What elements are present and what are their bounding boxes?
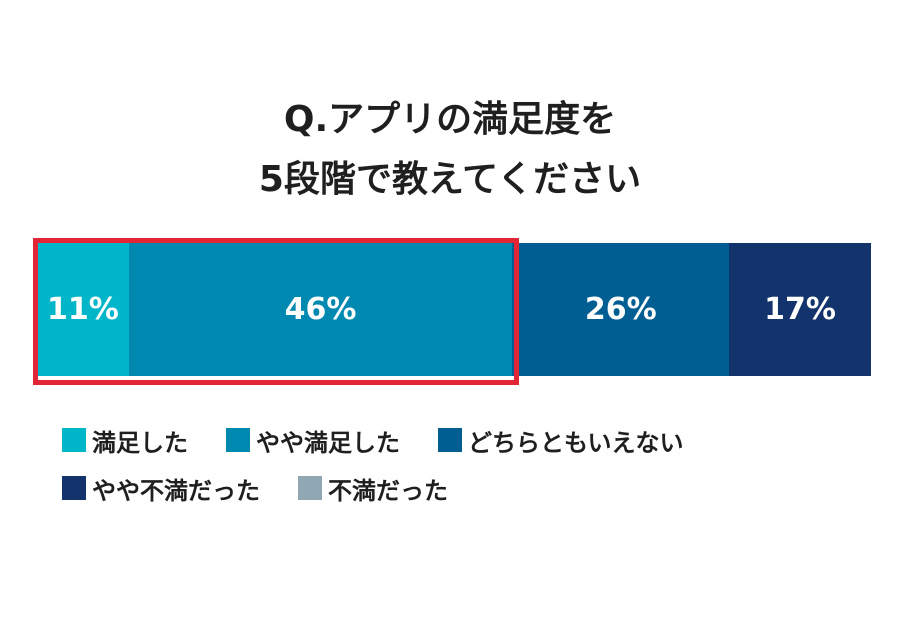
bar-segment-label: 17% <box>764 292 836 327</box>
legend-item: やや不満だった <box>62 471 260 506</box>
legend-item: やや満足した <box>226 423 400 458</box>
legend-label: 不満だった <box>328 476 448 505</box>
bar-segment-label: 46% <box>284 292 357 327</box>
legend: 満足した やや満足した どちらともいえない やや不満だった 不満だった <box>62 418 862 514</box>
bar-segment-label: 11% <box>46 292 119 327</box>
legend-label: どちらともいえない <box>468 428 684 457</box>
stacked-bar: 11% 46% 26% 17% <box>37 243 871 376</box>
legend-swatch <box>438 428 462 452</box>
legend-swatch <box>62 428 86 452</box>
title-line-2: 5段階で教えてください <box>258 159 642 200</box>
legend-item: 不満だった <box>298 471 448 506</box>
bar-segment-3: 26% <box>512 243 730 376</box>
legend-item: どちらともいえない <box>438 423 684 458</box>
bar-segment-4: 17% <box>729 243 871 376</box>
legend-label: やや不満だった <box>92 476 260 505</box>
legend-item: 満足した <box>62 423 188 458</box>
legend-row-2: やや不満だった 不満だった <box>62 466 862 510</box>
legend-swatch <box>62 476 86 500</box>
legend-swatch <box>298 476 322 500</box>
legend-label: やや満足した <box>256 428 400 457</box>
title-line-1: Q.アプリの満足度を <box>283 99 617 140</box>
bar-segment-1: 11% <box>37 243 129 376</box>
chart-title: Q.アプリの満足度を 5段階で教えてください <box>0 90 900 210</box>
legend-label: 満足した <box>92 428 188 457</box>
legend-swatch <box>226 428 250 452</box>
bar-segment-label: 26% <box>584 292 657 327</box>
bar-segment-2: 46% <box>128 243 513 376</box>
legend-row-1: 満足した やや満足した どちらともいえない <box>62 418 862 462</box>
